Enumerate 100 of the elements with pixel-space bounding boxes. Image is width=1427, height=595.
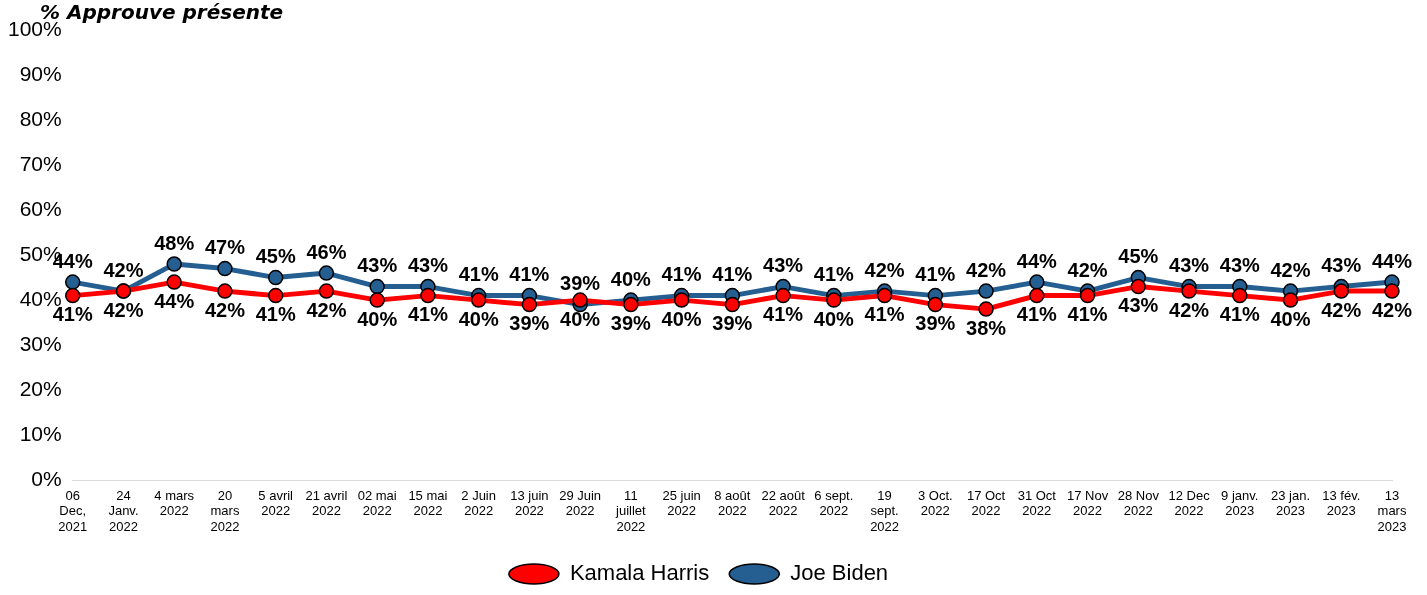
point [1079, 287, 1096, 304]
point [420, 287, 436, 304]
x-tick-label: 29 Juin 2022 [559, 487, 602, 519]
x-tick-label: 28 Nov 2022 [1117, 487, 1160, 519]
point [978, 283, 994, 299]
data-label: 41% [661, 263, 702, 286]
point [521, 296, 538, 313]
x-tick-label: 13 mars 2023 [1377, 487, 1407, 534]
y-tick-label: 20% [19, 376, 62, 400]
point [369, 278, 385, 295]
y-tick-label: 10% [19, 421, 62, 445]
x-tick-label: 4 mars 2022 [154, 487, 195, 519]
data-label: 41% [1067, 303, 1108, 326]
data-label: 44% [1371, 249, 1413, 272]
data-label: 40% [610, 267, 652, 290]
data-label: 43% [763, 254, 804, 277]
data-label: 42% [103, 258, 144, 281]
x-tick-label: 6 sept. 2022 [814, 487, 854, 519]
point [1029, 287, 1045, 304]
data-label: 43% [1169, 254, 1210, 277]
data-label: 45% [255, 245, 296, 268]
point [623, 296, 639, 313]
data-label: 46% [306, 240, 347, 263]
data-label: 40% [357, 307, 398, 330]
x-tick-label: 17 Nov 2022 [1066, 487, 1109, 519]
x-tick-label: 5 avril 2022 [258, 487, 294, 519]
x-tick-label: 31 Oct 2022 [1017, 487, 1057, 519]
point [673, 292, 690, 308]
x-tick-label: 23 jan. 2023 [1270, 487, 1311, 519]
data-label: 43% [1321, 254, 1362, 277]
data-label: 40% [1270, 307, 1311, 330]
data-label: 41% [509, 263, 550, 286]
point [1282, 292, 1299, 308]
x-tick-label: 06 Dec, 2021 [58, 487, 88, 534]
point [64, 287, 81, 304]
point [826, 292, 842, 308]
x-tick-label: 21 avril 2022 [305, 487, 348, 519]
data-label: 42% [1067, 258, 1108, 281]
point [724, 296, 741, 313]
x-tick-label: 17 Oct 2022 [966, 487, 1006, 519]
x-tick-label: 3 Oct. 2022 [917, 487, 953, 519]
point [978, 301, 994, 317]
data-label: 41% [407, 303, 449, 326]
x-tick-label: 13 juin 2022 [510, 487, 549, 519]
data-label: 42% [1270, 258, 1311, 281]
data-label: 39% [610, 312, 652, 335]
point [1384, 283, 1400, 299]
data-label: 40% [560, 307, 601, 330]
x-tick-label: 15 mai 2022 [408, 487, 448, 519]
x-tick-label: 02 mai 2022 [357, 487, 397, 519]
data-label: 41% [1219, 303, 1260, 326]
point [318, 283, 335, 299]
y-tick-label: 80% [19, 106, 62, 130]
data-label: 48% [154, 231, 195, 254]
data-label: 41% [763, 303, 804, 326]
x-tick-label: 11 juillet 2022 [615, 487, 647, 534]
data-label: 40% [661, 307, 702, 330]
y-tick-label: 60% [19, 196, 62, 220]
point [572, 292, 588, 308]
data-label: 41% [813, 263, 855, 286]
point [1181, 283, 1197, 299]
point [267, 269, 284, 286]
data-label: 41% [1016, 303, 1058, 326]
point [166, 274, 182, 290]
point [470, 292, 487, 308]
x-tick-label: 22 août 2022 [761, 487, 806, 519]
y-tick-label: 90% [19, 61, 62, 85]
data-label: 40% [813, 307, 855, 330]
data-label: 47% [204, 236, 246, 259]
y-tick-label: 0% [31, 467, 62, 490]
data-label: 43% [357, 254, 398, 277]
x-tick-label: 20 mars 2022 [210, 487, 240, 534]
y-tick-label: 70% [19, 151, 62, 175]
data-label: 45% [1118, 245, 1159, 268]
legend-label: Joe Biden [790, 560, 889, 586]
point [318, 265, 335, 281]
data-label: 41% [915, 263, 956, 286]
x-tick-label: 24 Janv. 2022 [108, 487, 139, 534]
data-label: 42% [1371, 298, 1413, 321]
x-tick-label: 9 janv. 2023 [1221, 487, 1259, 519]
data-label: 41% [864, 303, 905, 326]
data-label: 42% [204, 298, 246, 321]
data-label: 42% [1321, 298, 1362, 321]
data-label: 43% [407, 254, 449, 277]
legend-label: Kamala Harris [569, 560, 710, 586]
y-tick-label: 30% [19, 331, 62, 355]
point [1130, 278, 1147, 295]
x-tick-label: 12 Dec 2022 [1168, 487, 1211, 519]
point [217, 283, 233, 299]
point [775, 287, 791, 304]
data-label: 38% [966, 316, 1007, 339]
x-tick-label: 8 août 2022 [714, 487, 751, 519]
data-label: 39% [560, 272, 601, 295]
data-label: 44% [154, 289, 195, 312]
x-tick-label: 2 Juin 2022 [461, 487, 496, 519]
data-label: 42% [306, 298, 347, 321]
point [217, 260, 233, 277]
point [927, 296, 944, 313]
data-label: 39% [712, 312, 753, 335]
point [166, 256, 182, 272]
